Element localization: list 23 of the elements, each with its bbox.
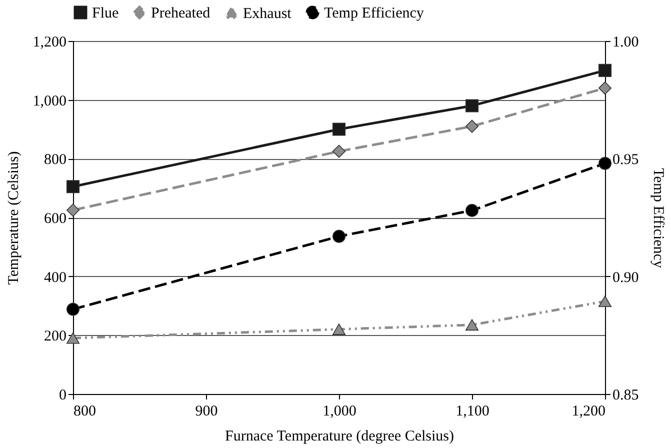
legend-label: Flue: [92, 6, 120, 22]
legend-label: Temp Efficiency: [324, 6, 424, 22]
x-tick-label: 1,200: [572, 404, 606, 420]
y-axis-title: Temperature (Celsius): [6, 151, 22, 285]
legend-label: Preheated: [151, 6, 211, 22]
x-tick-label: 1,000: [322, 404, 356, 420]
y-tick-label: 0: [59, 388, 66, 404]
y-tick-label: 600: [44, 211, 66, 227]
y2-tick-label: 0.95: [612, 152, 639, 168]
y-tick-label: 200: [44, 328, 66, 345]
x-tick-label: 800: [74, 404, 96, 420]
y-tick-label: 1,200: [32, 34, 66, 50]
y2-tick-label: 1.00: [612, 34, 639, 50]
y2-tick-label: 0.90: [612, 270, 639, 286]
y-tick-label: 1,000: [32, 93, 66, 110]
y-tick-label: 800: [44, 152, 66, 168]
y-tick-label: 400: [44, 270, 66, 286]
y2-tick-label: 0.85: [612, 388, 639, 404]
x-tick-label: 1,100: [456, 404, 490, 420]
y2-axis-title: Temp Efficiency: [650, 168, 666, 268]
legend-label: Exhaust: [243, 6, 292, 22]
x-tick-label: 900: [195, 404, 218, 420]
x-axis-title: Furnace Temperature (degree Celsius): [225, 428, 454, 444]
